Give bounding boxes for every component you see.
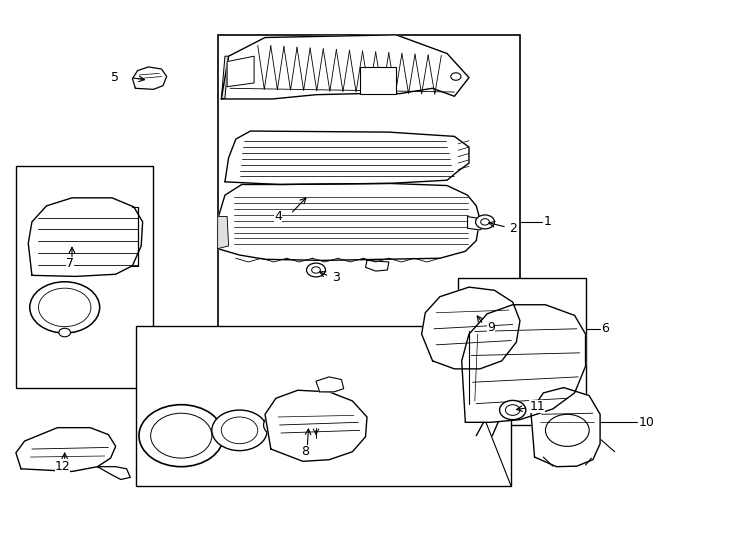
Text: 4: 4 bbox=[275, 210, 282, 223]
Circle shape bbox=[500, 400, 526, 420]
Text: 11: 11 bbox=[529, 400, 545, 413]
Text: 7: 7 bbox=[66, 257, 74, 270]
Circle shape bbox=[38, 288, 91, 327]
Polygon shape bbox=[218, 217, 228, 248]
Bar bbox=[218, 35, 520, 369]
Circle shape bbox=[312, 267, 320, 273]
Polygon shape bbox=[366, 260, 389, 271]
Polygon shape bbox=[29, 198, 142, 276]
Polygon shape bbox=[421, 287, 520, 369]
Bar bbox=[458, 278, 586, 425]
Polygon shape bbox=[265, 390, 367, 461]
Circle shape bbox=[212, 410, 267, 451]
Circle shape bbox=[264, 413, 296, 437]
Circle shape bbox=[451, 73, 461, 80]
Polygon shape bbox=[16, 428, 116, 471]
Circle shape bbox=[506, 404, 520, 415]
Text: 6: 6 bbox=[602, 322, 609, 335]
Circle shape bbox=[59, 328, 70, 337]
Polygon shape bbox=[225, 131, 469, 185]
Bar bbox=[16, 166, 153, 388]
Circle shape bbox=[476, 215, 495, 229]
Text: 3: 3 bbox=[332, 271, 340, 284]
Text: 8: 8 bbox=[301, 445, 309, 458]
Circle shape bbox=[150, 413, 212, 458]
Text: 12: 12 bbox=[54, 460, 70, 473]
Polygon shape bbox=[218, 184, 480, 260]
Circle shape bbox=[545, 414, 589, 447]
Circle shape bbox=[307, 263, 325, 277]
Text: 9: 9 bbox=[487, 321, 495, 334]
Circle shape bbox=[139, 404, 223, 467]
Polygon shape bbox=[462, 305, 586, 422]
Circle shape bbox=[481, 219, 490, 225]
Polygon shape bbox=[227, 56, 254, 87]
Text: 2: 2 bbox=[509, 222, 517, 235]
Polygon shape bbox=[98, 467, 130, 480]
Bar bbox=[136, 326, 512, 487]
Polygon shape bbox=[132, 67, 167, 89]
Circle shape bbox=[30, 282, 100, 333]
Text: 5: 5 bbox=[111, 71, 119, 84]
Polygon shape bbox=[222, 56, 228, 99]
Polygon shape bbox=[468, 217, 487, 230]
Polygon shape bbox=[316, 377, 344, 392]
Text: 10: 10 bbox=[639, 416, 655, 429]
Circle shape bbox=[222, 417, 258, 444]
Text: 1: 1 bbox=[544, 215, 552, 228]
Bar bbox=[360, 67, 396, 93]
Polygon shape bbox=[531, 388, 600, 467]
Polygon shape bbox=[222, 35, 469, 99]
